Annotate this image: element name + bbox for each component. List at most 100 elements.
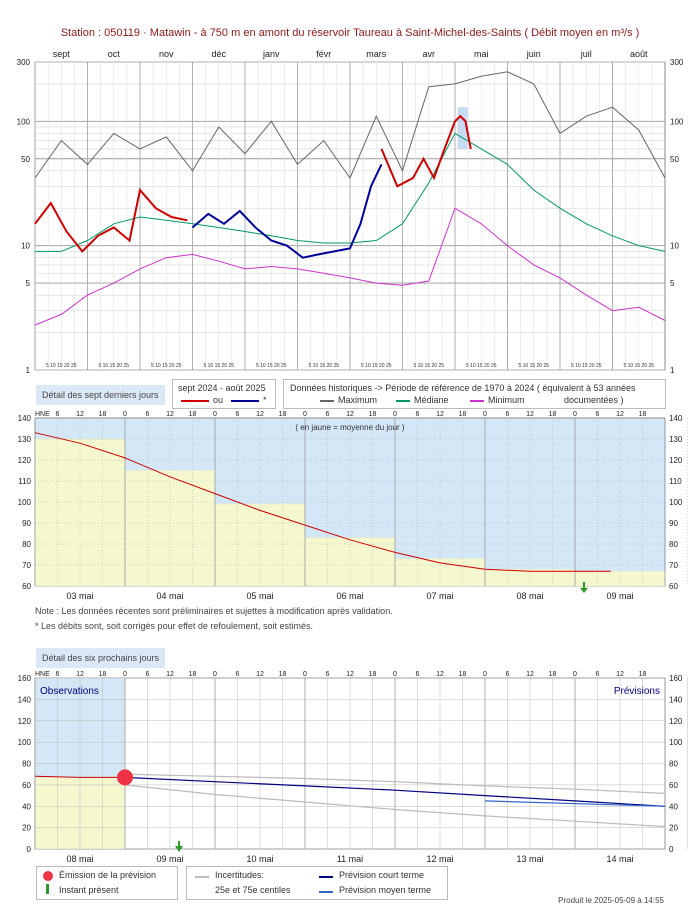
- week-day-label: 06 mai: [336, 591, 363, 601]
- forecast-ytick-right: 20: [669, 824, 678, 833]
- week-day-label: 07 mai: [426, 591, 453, 601]
- week-hour-label: 6: [326, 411, 330, 418]
- forecast-ytick-left: 0: [27, 845, 32, 854]
- forecast-hour-label: 18: [369, 671, 377, 678]
- week-hour-label: 18: [279, 411, 287, 418]
- forecast-day-label: 13 mai: [516, 854, 543, 864]
- forecast-hour-label: 0: [123, 671, 127, 678]
- week-ytick-right: 100: [669, 498, 683, 507]
- legend-hist-title: Données historiques -> Période de référe…: [290, 383, 636, 393]
- week-daily-average-bar: [34, 438, 126, 587]
- week-daily-average-bar: [214, 503, 306, 587]
- week-instant-arrow: [580, 588, 588, 593]
- annual-day-ticks: 5 10 15 20 25: [518, 363, 549, 369]
- forecast-ytick-right: 120: [669, 717, 683, 726]
- annual-day-ticks: 5 10 15 20 25: [203, 363, 234, 369]
- week-hour-label: 0: [303, 411, 307, 418]
- legend-median-swatch: [396, 400, 410, 402]
- week-hour-label: 18: [549, 411, 557, 418]
- forecast-hour-label: 6: [56, 671, 60, 678]
- week-day-label: 05 mai: [246, 591, 273, 601]
- annual-day-ticks: 5 10 15 20 25: [98, 363, 129, 369]
- annual-day-ticks: 5 10 15 20 25: [623, 363, 654, 369]
- forecast-hour-label: 6: [146, 671, 150, 678]
- series-week-flow: [34, 432, 611, 572]
- legend-recent-title: sept 2024 - août 2025: [178, 383, 266, 393]
- forecast-hour-label: 6: [236, 671, 240, 678]
- week-ytick-left: 140: [18, 414, 32, 423]
- tab-recent-days-label: Détail des sept derniers jours: [42, 390, 159, 400]
- legend-forecast-lines: Incertitudes: 25e et 75e centiles Prévis…: [186, 866, 448, 900]
- legend-min-swatch: [470, 400, 484, 402]
- forecast-hour-label: 0: [393, 671, 397, 678]
- week-hour-label: 6: [416, 411, 420, 418]
- week-hour-label: 0: [123, 411, 127, 418]
- week-hour-label: 12: [526, 411, 534, 418]
- forecast-emission-marker: [117, 769, 133, 786]
- forecast-ytick-left: 80: [22, 760, 31, 769]
- week-hour-label: 0: [213, 411, 217, 418]
- week-ytick-left: 110: [18, 477, 31, 486]
- annual-ytick-left: 10: [21, 242, 30, 251]
- forecast-ytick-right: 40: [669, 802, 678, 811]
- annual-ytick-left: 5: [26, 279, 31, 288]
- forecast-hour-label: 18: [279, 671, 287, 678]
- series-minimum: [34, 207, 666, 326]
- annual-day-ticks: 5 10 15 20 25: [46, 363, 77, 369]
- week-day-label: 03 mai: [66, 591, 93, 601]
- legend-forecast-markers: Émission de la prévision Instant présent: [36, 866, 178, 900]
- tab-forecast-days[interactable]: Détail des six prochains jours: [36, 648, 166, 668]
- forecast-hour-label: 6: [326, 671, 330, 678]
- series-corrected: [191, 163, 383, 259]
- annual-recent-highlight: [457, 107, 468, 149]
- week-ytick-right: 90: [669, 519, 678, 528]
- annual-day-ticks: 5 10 15 20 25: [571, 363, 602, 369]
- legend-medium: Prévision moyen terme: [339, 885, 432, 895]
- legend-centiles: 25e et 75e centiles: [215, 885, 291, 895]
- week-ytick-right: 80: [669, 540, 678, 549]
- week-ytick-left: 60: [22, 582, 31, 591]
- legend-medium-swatch: [319, 891, 333, 893]
- forecast-previsions-label: Prévisions: [614, 686, 660, 697]
- week-hour-label: 18: [639, 411, 647, 418]
- forecast-ytick-left: 140: [18, 695, 32, 704]
- annual-day-ticks: 5 10 15 20 25: [256, 363, 287, 369]
- forecast-hour-label: 6: [506, 671, 510, 678]
- week-ytick-left: 80: [22, 540, 31, 549]
- forecast-ytick-left: 60: [22, 781, 31, 790]
- forecast-hour-label: 18: [189, 671, 197, 678]
- week-ytick-right: 60: [669, 582, 678, 591]
- week-hour-label: 18: [369, 411, 377, 418]
- legend-min: Minimum: [488, 395, 525, 405]
- forecast-hour-label: 12: [76, 671, 84, 678]
- week-caption: ( en jaune = moyenne du jour ): [295, 423, 405, 432]
- legend-historical: Données historiques -> Période de référe…: [283, 379, 666, 409]
- forecast-day-label: 12 mai: [426, 854, 453, 864]
- annual-day-ticks: 5 10 15 20 25: [361, 363, 392, 369]
- week-hour-label: 0: [573, 411, 577, 418]
- note-corrected: * Les débits sont, soit corrigés pour ef…: [35, 621, 313, 631]
- legend-emission: Émission de la prévision: [59, 870, 157, 880]
- forecast-day-label: 08 mai: [66, 854, 93, 864]
- tab-recent-days[interactable]: Détail des sept derniers jours: [36, 385, 165, 405]
- forecast-observations-label: Observations: [40, 686, 99, 697]
- week-day-label: 08 mai: [516, 591, 543, 601]
- instant-icon: [46, 884, 49, 894]
- annual-month-label: nov: [159, 49, 174, 59]
- annual-day-ticks: 5 10 15 20 25: [466, 363, 497, 369]
- legend-recent-or: ou: [213, 395, 224, 405]
- forecast-hour-label: 0: [483, 671, 487, 678]
- week-ytick-right: 70: [669, 561, 678, 570]
- annual-chart: sept 5 10 15 20 25 oct 5 10 15 20 25 nov 5 10…: [17, 49, 684, 375]
- legend-documented: documentées ): [564, 395, 624, 405]
- forecast-hour-label: 12: [526, 671, 534, 678]
- series-observations: [34, 775, 125, 778]
- forecast-hour-label: 18: [459, 671, 467, 678]
- week-hour-label: 12: [616, 411, 624, 418]
- annual-month-label: mars: [366, 49, 386, 59]
- week-ytick-right: 120: [669, 456, 683, 465]
- forecast-ytick-right: 0: [669, 845, 674, 854]
- annual-month-label: sept: [53, 49, 71, 59]
